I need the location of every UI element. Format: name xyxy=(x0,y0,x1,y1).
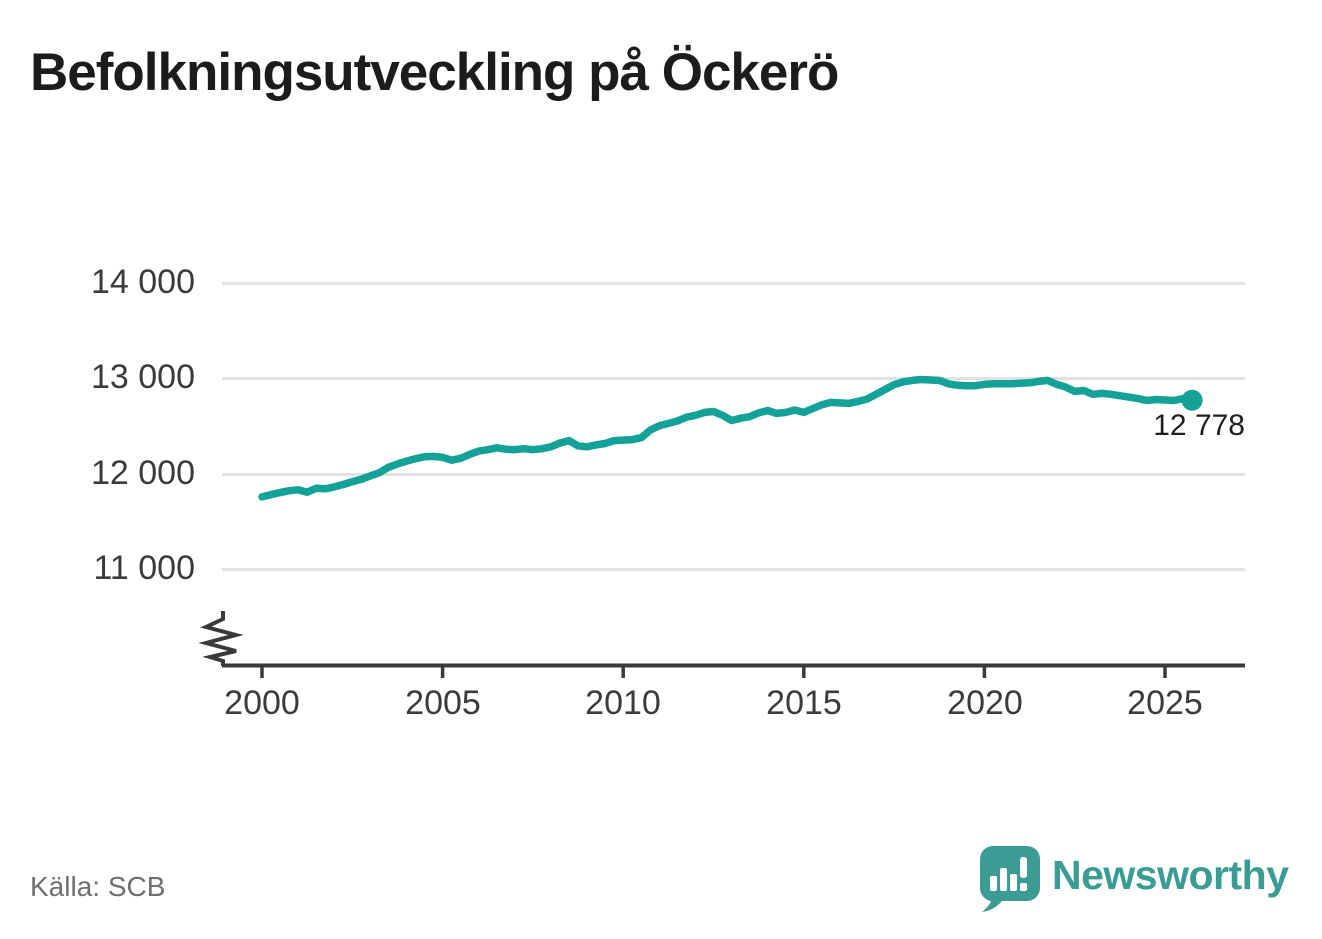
newsworthy-bubble-icon xyxy=(979,846,1040,912)
x-axis-label: 2010 xyxy=(585,684,661,722)
y-axis-label: 13 000 xyxy=(91,358,195,396)
x-axis-label: 2005 xyxy=(405,684,481,722)
y-axis-label: 11 000 xyxy=(93,549,195,587)
x-axis-label: 2000 xyxy=(224,684,300,722)
gridline xyxy=(222,282,1245,285)
last-point-marker xyxy=(1181,389,1203,411)
newsworthy-wordmark: Newsworthy xyxy=(1052,852,1289,898)
axis-break-icon xyxy=(198,611,244,666)
gridline xyxy=(222,377,1245,380)
page-title: Befolkningsutveckling på Öckerö xyxy=(30,43,839,102)
gridline xyxy=(222,568,1245,571)
newsworthy-logo: Newsworthy xyxy=(978,845,1289,915)
y-axis-label: 12 000 xyxy=(91,454,195,492)
population-line xyxy=(258,375,1196,501)
last-value-annotation: 12 778 xyxy=(1153,409,1245,442)
y-axis-label: 14 000 xyxy=(91,263,195,301)
x-axis-label: 2020 xyxy=(947,684,1023,722)
source-note: Källa: SCB xyxy=(30,871,166,902)
gridline xyxy=(222,473,1245,476)
x-axis-label: 2015 xyxy=(766,684,842,722)
x-axis-label: 2025 xyxy=(1127,684,1203,722)
